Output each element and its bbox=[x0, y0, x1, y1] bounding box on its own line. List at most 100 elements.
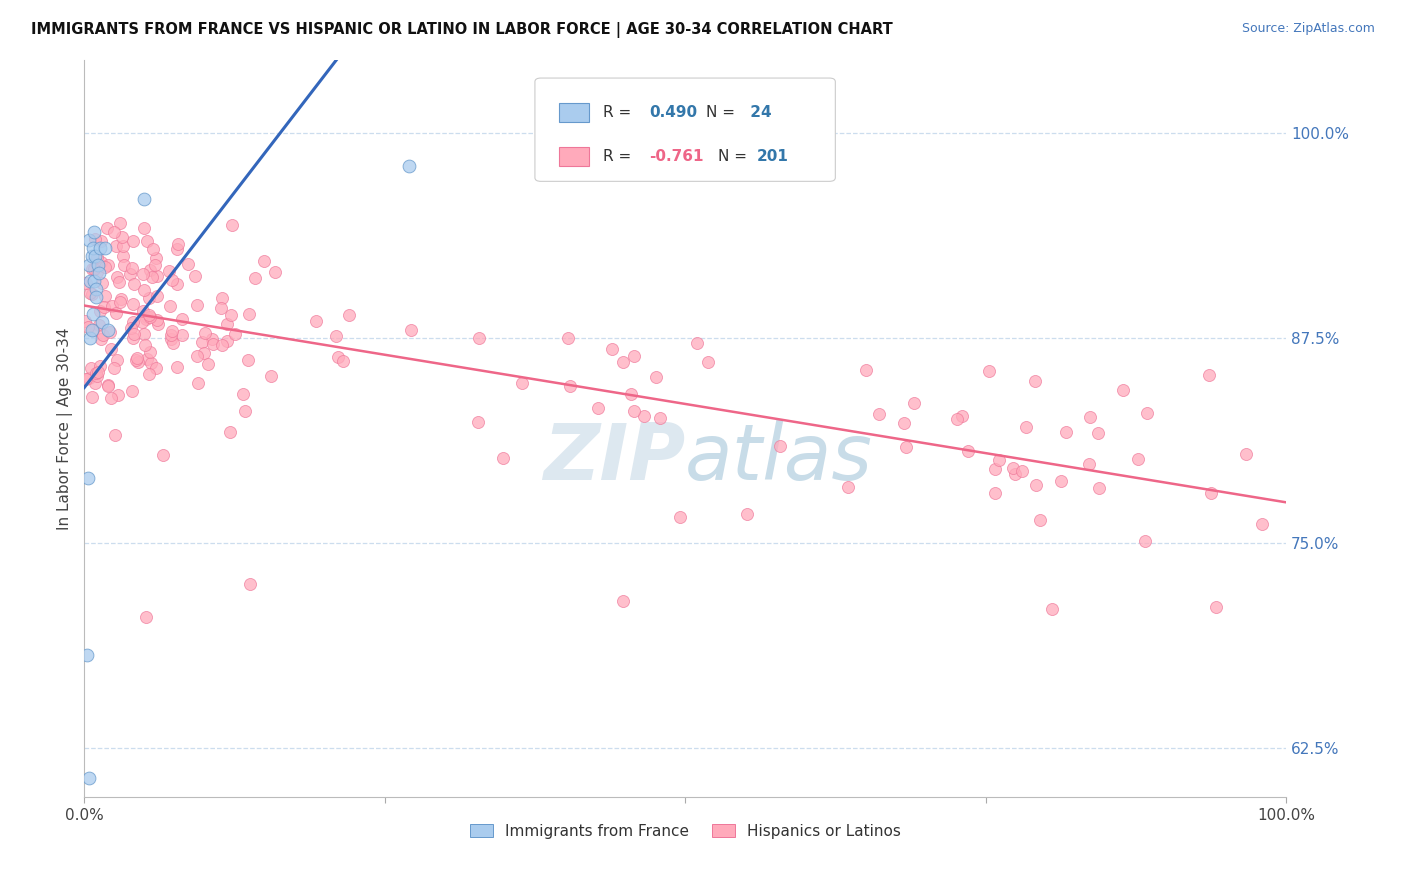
Point bbox=[983, 486, 1005, 500]
Point bbox=[112, 259, 135, 273]
Point bbox=[76, 648, 98, 662]
Point bbox=[197, 357, 219, 371]
Point bbox=[1251, 517, 1274, 532]
Point bbox=[76, 320, 98, 334]
Point bbox=[80, 360, 103, 375]
Point bbox=[233, 404, 256, 418]
Point bbox=[146, 313, 169, 327]
Point bbox=[120, 321, 142, 335]
Text: IMMIGRANTS FROM FRANCE VS HISPANIC OR LATINO IN LABOR FORCE | AGE 30-34 CORRELAT: IMMIGRANTS FROM FRANCE VS HISPANIC OR LA… bbox=[31, 22, 893, 38]
Point bbox=[146, 268, 169, 283]
Point bbox=[245, 270, 267, 285]
Point bbox=[86, 251, 108, 265]
Point bbox=[134, 192, 156, 206]
Point bbox=[160, 324, 183, 338]
Point bbox=[97, 378, 120, 392]
Text: atlas: atlas bbox=[685, 420, 873, 496]
Point bbox=[201, 337, 224, 351]
Point bbox=[253, 254, 276, 268]
Point bbox=[669, 509, 692, 524]
Point bbox=[1234, 447, 1257, 461]
Point bbox=[325, 328, 347, 343]
Point bbox=[83, 376, 105, 390]
Point bbox=[510, 376, 533, 390]
Point bbox=[132, 267, 155, 281]
Point bbox=[136, 310, 159, 324]
Point bbox=[94, 288, 117, 302]
Point bbox=[735, 507, 758, 521]
Point bbox=[1054, 425, 1077, 439]
Point bbox=[121, 234, 143, 248]
Point bbox=[633, 409, 655, 423]
Point bbox=[238, 306, 260, 320]
Point bbox=[139, 263, 162, 277]
Point bbox=[769, 439, 792, 453]
Point bbox=[107, 275, 129, 289]
Point bbox=[1136, 406, 1159, 420]
Point bbox=[193, 345, 215, 359]
Point bbox=[219, 308, 242, 322]
Point bbox=[86, 368, 108, 383]
Text: Source: ZipAtlas.com: Source: ZipAtlas.com bbox=[1241, 22, 1375, 36]
Point bbox=[93, 300, 115, 314]
Point bbox=[125, 352, 148, 367]
Point bbox=[138, 367, 160, 381]
Point bbox=[84, 290, 107, 304]
Point bbox=[77, 233, 100, 247]
Text: R =: R = bbox=[603, 149, 637, 164]
Point bbox=[94, 260, 117, 274]
Point bbox=[644, 369, 666, 384]
FancyBboxPatch shape bbox=[534, 78, 835, 181]
Point bbox=[1050, 474, 1073, 488]
Point bbox=[186, 298, 208, 312]
Point bbox=[112, 249, 135, 263]
Point bbox=[75, 277, 97, 291]
Point bbox=[183, 269, 205, 284]
Point bbox=[239, 577, 262, 591]
Point bbox=[135, 610, 157, 624]
Point bbox=[84, 282, 107, 296]
Point bbox=[121, 315, 143, 329]
Point bbox=[1135, 534, 1157, 549]
Point bbox=[211, 338, 233, 352]
Point bbox=[868, 407, 890, 421]
Point bbox=[103, 361, 125, 376]
Point bbox=[211, 291, 233, 305]
Point bbox=[143, 258, 166, 272]
Point bbox=[339, 308, 361, 322]
Point bbox=[837, 480, 859, 494]
Point bbox=[1024, 374, 1046, 388]
Point bbox=[100, 343, 122, 357]
Point bbox=[90, 277, 112, 291]
Point bbox=[152, 448, 174, 462]
Point bbox=[146, 317, 169, 331]
Point bbox=[612, 355, 634, 369]
Point bbox=[186, 350, 208, 364]
Point bbox=[903, 396, 925, 410]
Point bbox=[112, 239, 135, 253]
FancyBboxPatch shape bbox=[560, 103, 589, 121]
Point bbox=[93, 241, 115, 255]
Point bbox=[326, 351, 349, 365]
Point bbox=[80, 249, 103, 263]
Point bbox=[160, 328, 183, 343]
Point bbox=[83, 225, 105, 239]
Point bbox=[91, 315, 114, 329]
Point bbox=[623, 404, 645, 418]
Point bbox=[215, 334, 238, 348]
Point bbox=[1087, 426, 1109, 441]
Point bbox=[86, 258, 108, 272]
Point bbox=[79, 286, 101, 301]
Point bbox=[82, 323, 104, 337]
Point bbox=[90, 332, 112, 346]
Point bbox=[134, 221, 156, 235]
Point bbox=[170, 328, 193, 343]
Point bbox=[100, 325, 122, 339]
Point bbox=[166, 277, 188, 292]
Point bbox=[166, 242, 188, 256]
Point bbox=[134, 326, 156, 341]
Point bbox=[132, 283, 155, 297]
Point bbox=[73, 313, 96, 327]
Point bbox=[100, 391, 122, 405]
Point bbox=[221, 218, 243, 232]
